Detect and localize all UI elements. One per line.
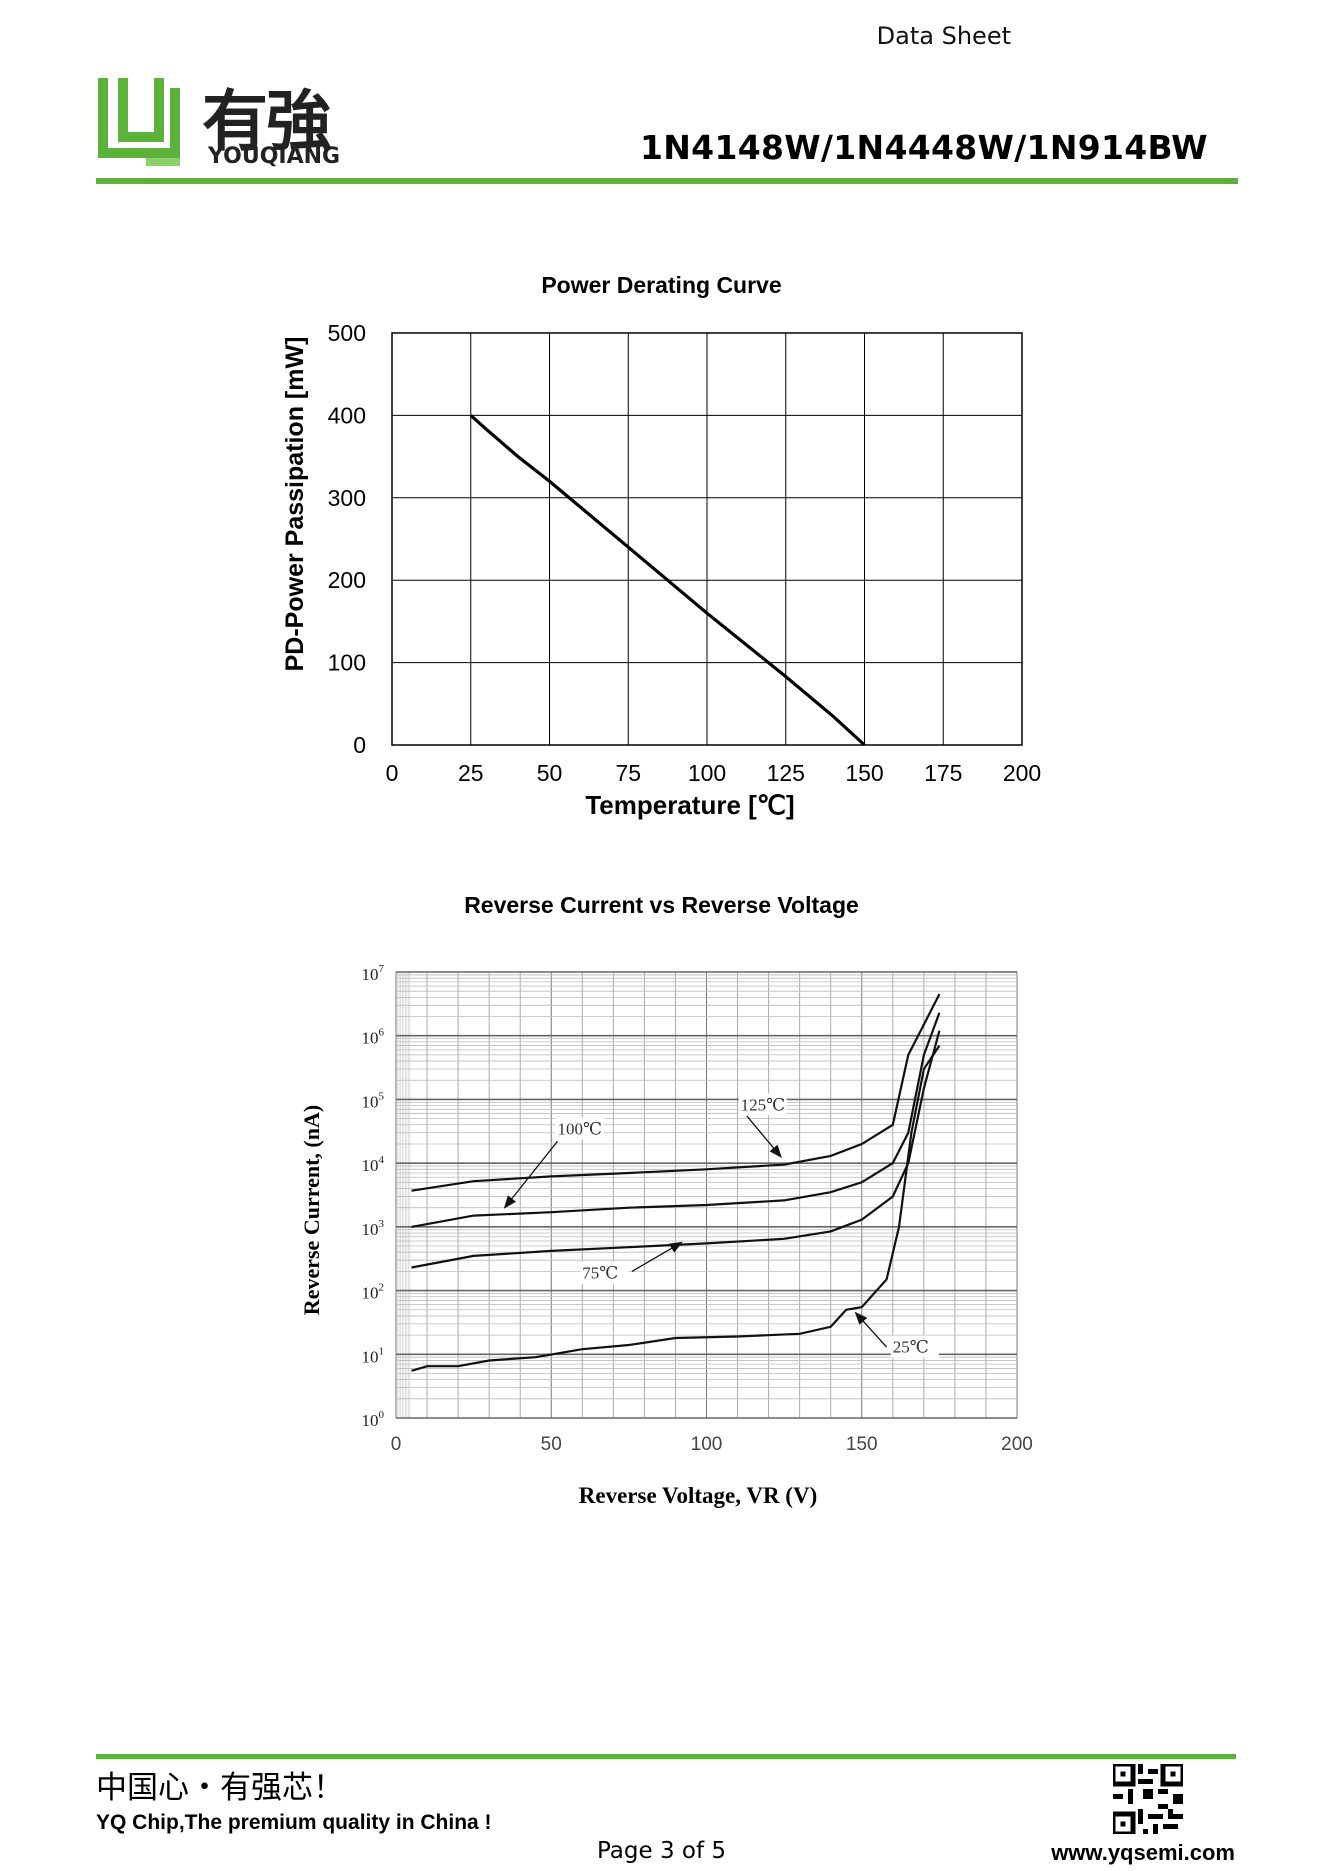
reverse-ytick-exponent: 2 bbox=[379, 1282, 385, 1294]
doc-type-label: Data Sheet bbox=[876, 22, 1011, 50]
reverse-ytick-base: 10 bbox=[362, 1029, 379, 1048]
reverse-xtick-label: 0 bbox=[391, 1434, 402, 1455]
reverse-ytick-exponent: 0 bbox=[379, 1409, 385, 1421]
reverse-annotation-bg bbox=[738, 1093, 787, 1116]
reverse-annotation-bg bbox=[580, 1261, 629, 1284]
reverse-annotation-label: 125℃ bbox=[741, 1095, 786, 1114]
power-xtick-label: 25 bbox=[458, 760, 484, 786]
reverse-xtick-label: 200 bbox=[1001, 1434, 1033, 1455]
reverse-ytick-label: 100 bbox=[362, 1409, 385, 1430]
reverse-annotation-bg bbox=[890, 1335, 939, 1358]
power-ytick-label: 300 bbox=[328, 485, 366, 511]
footer-rule bbox=[96, 1754, 1236, 1759]
power-xtick-label: 75 bbox=[615, 760, 641, 786]
power-derating-line bbox=[469, 414, 866, 747]
reverse-annotation-arrow bbox=[503, 1140, 558, 1209]
reverse-ytick-base: 10 bbox=[362, 1220, 379, 1239]
reverse-series-line bbox=[411, 1044, 941, 1372]
footer-slogan-en: YQ Chip,The premium quality in China ! bbox=[96, 1811, 492, 1834]
reverse-ytick-label: 107 bbox=[362, 963, 385, 984]
power-ytick-label: 200 bbox=[328, 567, 366, 593]
reverse-ytick-exponent: 5 bbox=[379, 1090, 385, 1102]
reverse-annotation-bg bbox=[555, 1117, 604, 1140]
brand-logo: 有強 YOUQIANG bbox=[96, 74, 356, 172]
brand-en: YOUQIANG bbox=[208, 144, 341, 169]
power-derating-chart: 0 25 50 75 100 125 150 175 200 0 100 200 300 400 500 P… bbox=[281, 320, 1041, 820]
power-ytick-label: 500 bbox=[328, 320, 366, 346]
reverse-annotation-arrow bbox=[854, 1311, 888, 1348]
reverse-ytick-base: 10 bbox=[362, 1284, 379, 1303]
power-xtick-label: 125 bbox=[767, 760, 805, 786]
reverse-xtick-label: 100 bbox=[691, 1434, 723, 1455]
power-chart-ylabel: PD-Power Passipation [mW] bbox=[281, 337, 309, 672]
power-xtick-label: 100 bbox=[688, 760, 726, 786]
footer-slogan-cn: 中国心・有强芯！ bbox=[96, 1770, 344, 1806]
power-chart-xlabel: Temperature [℃] bbox=[585, 790, 794, 820]
header-rule bbox=[96, 178, 1238, 184]
reverse-ytick-label: 101 bbox=[362, 1345, 385, 1366]
reverse-ytick-base: 10 bbox=[362, 1092, 379, 1111]
power-xtick-label: 175 bbox=[924, 760, 962, 786]
youqiang-logo-mark bbox=[98, 78, 180, 166]
reverse-ytick-label: 104 bbox=[362, 1154, 385, 1175]
reverse-ytick-base: 10 bbox=[362, 965, 379, 984]
power-xtick-label: 0 bbox=[386, 760, 399, 786]
reverse-ytick-label: 103 bbox=[362, 1218, 385, 1239]
reverse-ytick-label: 106 bbox=[362, 1027, 385, 1048]
reverse-ytick-exponent: 4 bbox=[379, 1154, 385, 1166]
reverse-ytick-label: 102 bbox=[362, 1282, 385, 1303]
power-xtick-label: 200 bbox=[1003, 760, 1041, 786]
reverse-ytick-label: 105 bbox=[362, 1090, 385, 1111]
power-ytick-label: 0 bbox=[353, 732, 366, 758]
power-xtick-label: 150 bbox=[845, 760, 883, 786]
reverse-ytick-exponent: 3 bbox=[379, 1218, 385, 1230]
reverse-annotation-arrow bbox=[631, 1241, 683, 1272]
reverse-series-line bbox=[411, 1030, 941, 1269]
qr-code-icon bbox=[1113, 1764, 1183, 1834]
reverse-ytick-exponent: 1 bbox=[379, 1345, 385, 1357]
reverse-chart-ylabel: Reverse Current, (nA) bbox=[299, 1105, 324, 1315]
reverse-ytick-exponent: 6 bbox=[379, 1027, 385, 1039]
power-chart-title: Power Derating Curve bbox=[541, 272, 782, 298]
reverse-xtick-label: 50 bbox=[541, 1434, 562, 1455]
part-numbers: 1N4148W/1N4448W/1N914BW bbox=[640, 128, 1208, 167]
reverse-ytick-base: 10 bbox=[362, 1411, 379, 1430]
reverse-series-line bbox=[411, 993, 941, 1192]
reverse-annotation-label: 25℃ bbox=[893, 1338, 929, 1357]
reverse-annotation-label: 75℃ bbox=[582, 1264, 618, 1283]
website-link[interactable]: www.yqsemi.com bbox=[1051, 1840, 1235, 1865]
reverse-annotation-label: 100℃ bbox=[557, 1120, 602, 1139]
power-xtick-label: 50 bbox=[537, 760, 563, 786]
power-ytick-label: 100 bbox=[328, 650, 366, 676]
reverse-ytick-base: 10 bbox=[362, 1347, 379, 1366]
reverse-series-line bbox=[411, 1012, 941, 1228]
reverse-chart-title: Reverse Current vs Reverse Voltage bbox=[464, 892, 859, 918]
page-number: Page 3 of 5 bbox=[596, 1838, 727, 1864]
reverse-xtick-label: 150 bbox=[846, 1434, 878, 1455]
power-ytick-label: 400 bbox=[328, 402, 366, 428]
reverse-annotation-arrow bbox=[746, 1115, 782, 1158]
reverse-ytick-exponent: 7 bbox=[379, 963, 385, 975]
reverse-ytick-base: 10 bbox=[362, 1156, 379, 1175]
brand-cn: 有強 bbox=[202, 83, 332, 160]
reverse-chart-xlabel: Reverse Voltage, VR (V) bbox=[579, 1483, 817, 1508]
